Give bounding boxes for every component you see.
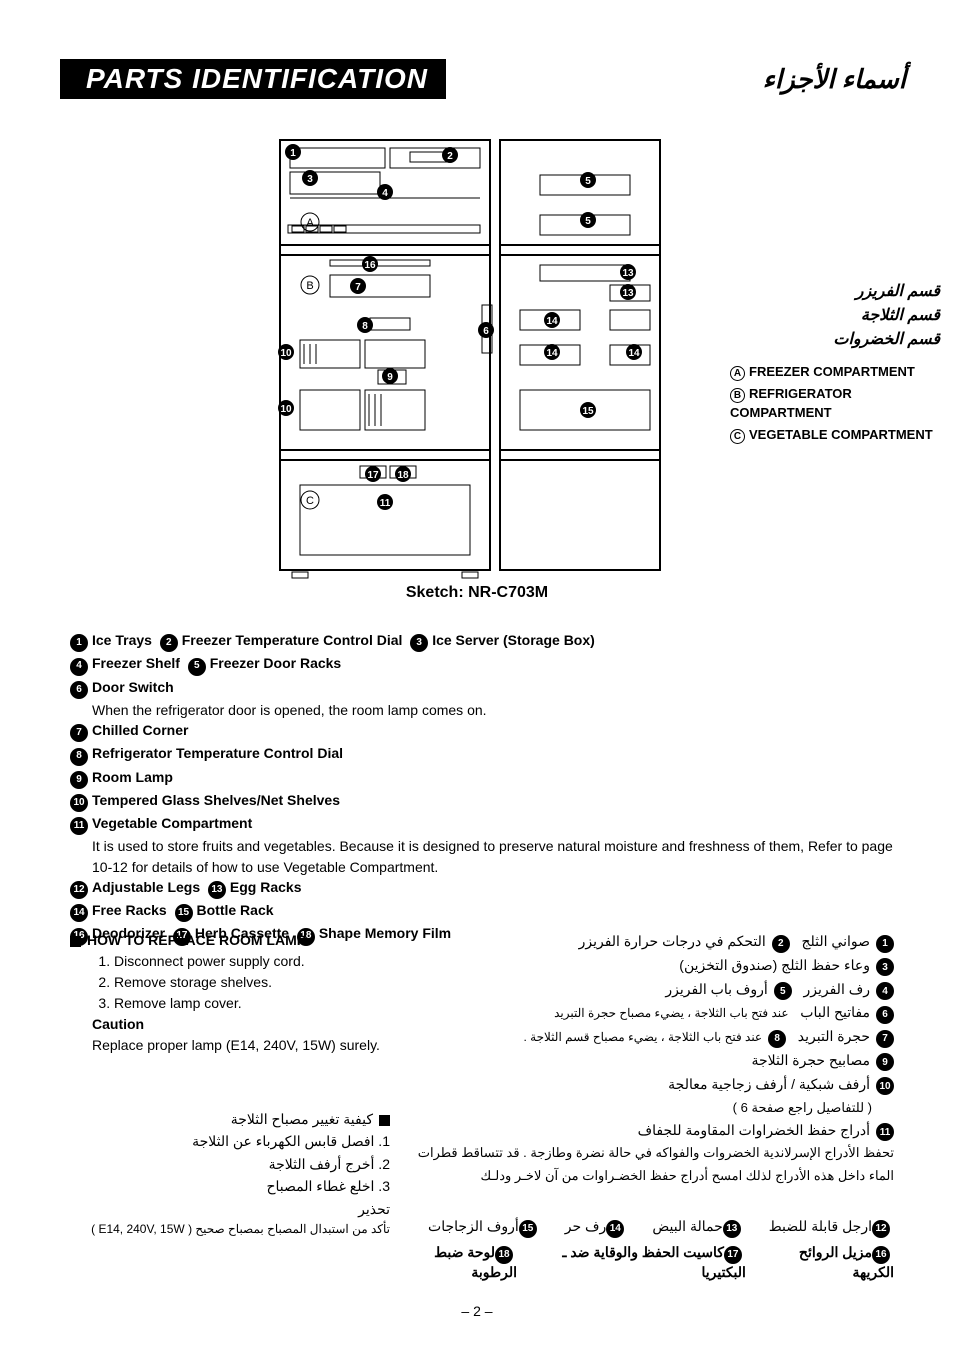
part-11: Vegetable Compartment — [92, 815, 252, 831]
svg-text:14: 14 — [546, 316, 558, 327]
ar-part-11-b2: الماء داخل هذه الأدراج لذلك امسح أدراج ح… — [400, 1165, 894, 1187]
compartment-c-ar: قسم الخضروات — [730, 328, 940, 352]
part-13: Egg Racks — [230, 879, 302, 895]
ar-part-5: أروف باب الفريزر — [665, 981, 767, 997]
ar-part-12: ارجل قابلة للضبط — [769, 1218, 872, 1234]
ar-part-8: عند فتح باب الثلاجة ، يضيء مصباح قسم الث… — [523, 1030, 762, 1044]
compartments-legend: قسم الفريزر قسم الثلاجة قسم الخضروات AFR… — [730, 280, 940, 444]
part-6-body: When the refrigerator door is opened, th… — [70, 700, 894, 720]
square-bullet-icon — [379, 1115, 390, 1126]
ar-part-10-sub: ( للتفاصيل راجع صفحة 6 ) — [400, 1097, 894, 1119]
svg-text:A: A — [306, 217, 314, 229]
ar-part-14: رف حر — [565, 1218, 607, 1234]
part-7: Chilled Corner — [92, 722, 188, 738]
compartment-a-ar: قسم الفريزر — [730, 280, 940, 304]
part-6: Door Switch — [92, 679, 174, 695]
svg-text:4: 4 — [382, 188, 388, 199]
part-8: Refrigerator Temperature Control Dial — [92, 745, 343, 761]
svg-text:13: 13 — [622, 288, 634, 299]
svg-text:14: 14 — [628, 348, 640, 359]
svg-text:6: 6 — [483, 326, 489, 337]
svg-text:3: 3 — [307, 174, 313, 185]
svg-text:17: 17 — [367, 470, 379, 481]
compartment-c-en: CVEGETABLE COMPARTMENT — [730, 425, 940, 445]
parts-list-english: 1Ice Trays 2Freezer Temperature Control … — [70, 630, 894, 947]
ar-part-2: التحكم في درجات حرارة الفريزر — [579, 933, 766, 949]
parts-list-arabic: 1صواني الثلج 2التحكم في درجات حرارة الفر… — [400, 930, 894, 1187]
svg-text:18: 18 — [397, 470, 409, 481]
compartment-a-en: AFREEZER COMPARTMENT — [730, 362, 940, 382]
part-11-body: It is used to store fruits and vegetable… — [70, 836, 894, 877]
ar-howto-caution-body: تأكد من استبدال المصباح بمصباح صحيح ( E1… — [50, 1220, 390, 1239]
compartment-b-en: BREFRIGERATOR COMPARTMENT — [730, 384, 940, 423]
svg-text:11: 11 — [380, 498, 391, 509]
svg-text:16: 16 — [364, 260, 376, 271]
square-bullet-icon — [70, 936, 81, 947]
ar-bottom-row-2: 16مزيل الروائح الكريهة 17كاسيت الحفظ وال… — [400, 1244, 894, 1281]
ar-bottom-row-1: 12ارجل قابلة للضبط 13حمالة البيض 14رف حر… — [400, 1218, 894, 1238]
ar-part-9: مصابيح حجرة الثلاجة — [752, 1052, 871, 1068]
page-title-arabic: أسماء الأجزاء — [763, 64, 906, 95]
ar-part-10: أرفف شبكية / أرفف زجاجية معالجة — [668, 1076, 870, 1092]
fridge-svg: A B C — [240, 130, 700, 580]
part-2: Freezer Temperature Control Dial — [182, 632, 403, 648]
part-4: Freezer Shelf — [92, 655, 180, 671]
page-title-english: PARTS IDENTIFICATION — [60, 59, 446, 99]
ar-part-11: أدراج حفظ الخضراوات المقاومة للجفاف — [638, 1122, 870, 1138]
ar-part-15: أروف الزجاجات — [428, 1218, 519, 1234]
svg-text:1: 1 — [290, 148, 296, 159]
part-15: Bottle Rack — [197, 902, 274, 918]
svg-text:B: B — [306, 280, 313, 292]
svg-text:C: C — [306, 495, 314, 507]
ar-part-11-b1: تحفظ الأدراج الإسرلاندية الخضروات والفوا… — [400, 1142, 894, 1164]
ar-howto-s3: اخلع غطاء المصباح — [266, 1178, 374, 1194]
ar-howto-title: كيفية تغيير مصباح الثلاجة — [231, 1111, 373, 1127]
svg-text:2: 2 — [447, 151, 453, 162]
header-band: PARTS IDENTIFICATION أسماء الأجزاء — [60, 58, 906, 100]
part-5: Freezer Door Racks — [210, 655, 342, 671]
part-3: Ice Server (Storage Box) — [432, 632, 595, 648]
svg-text:7: 7 — [355, 282, 361, 293]
howto-title: HOW TO REPLACE ROOM LAMP — [87, 932, 306, 948]
svg-text:10: 10 — [280, 404, 292, 415]
svg-text:8: 8 — [362, 321, 368, 332]
ar-howto-s2: أخرج أرفف الثلاجة — [269, 1156, 375, 1172]
ar-part-6b: عند فتح باب الثلاجة ، يضيء مصباح حجرة ال… — [554, 1006, 788, 1020]
page-number: – 2 – — [0, 1303, 954, 1319]
diagram-caption: Sketch: NR-C703M — [0, 584, 954, 602]
svg-text:5: 5 — [585, 176, 591, 187]
ar-part-13: حمالة البيض — [652, 1218, 722, 1234]
part-14: Free Racks — [92, 902, 167, 918]
ar-part-17: كاسيت الحفظ والوقاية ضد ـ البكتيريا — [562, 1244, 746, 1280]
ar-part-1: صواني الثلج — [801, 933, 870, 949]
part-12: Adjustable Legs — [92, 879, 200, 895]
ar-howto-caution: تحذير — [50, 1198, 390, 1220]
part-1: Ice Trays — [92, 632, 152, 648]
svg-text:9: 9 — [387, 372, 393, 383]
part-9: Room Lamp — [92, 769, 173, 785]
part-10: Tempered Glass Shelves/Net Shelves — [92, 792, 340, 808]
ar-howto-s1: افصل قابس الكهرباء عن الثلاجة — [192, 1133, 374, 1149]
ar-part-4: رف الفريزر — [803, 981, 870, 997]
fridge-diagram: A B C — [240, 130, 700, 580]
ar-part-3: وعاء حفظ الثلج (صندوق التخزين) — [679, 957, 870, 973]
ar-part-7: حجرة التبريد — [798, 1028, 870, 1044]
svg-text:13: 13 — [622, 268, 634, 279]
svg-text:14: 14 — [546, 348, 558, 359]
svg-text:10: 10 — [280, 348, 292, 359]
svg-text:15: 15 — [582, 406, 594, 417]
compartment-b-ar: قسم الثلاجة — [730, 304, 940, 328]
ar-part-6: مفاتيح الباب — [800, 1004, 870, 1020]
svg-text:5: 5 — [585, 216, 591, 227]
howto-arabic: كيفية تغيير مصباح الثلاجة 1. افصل قابس ا… — [50, 1108, 390, 1239]
